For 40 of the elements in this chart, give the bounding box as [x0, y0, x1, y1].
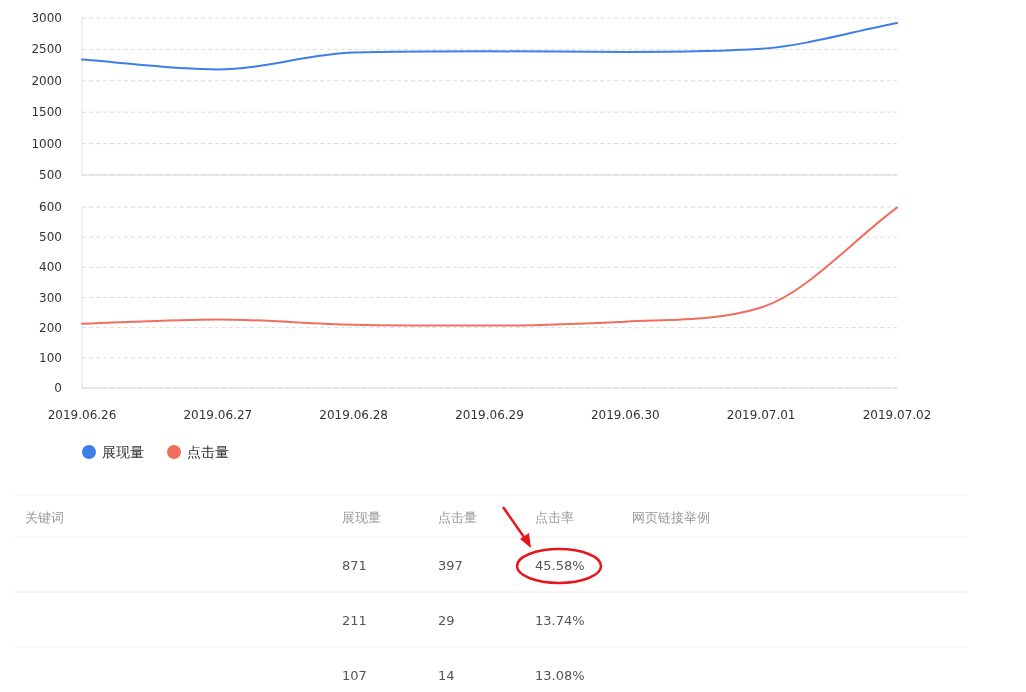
y-tick-label: 200	[39, 320, 62, 335]
line-series	[81, 206, 898, 327]
y-tick-label: 600	[39, 200, 62, 214]
category-label: 点击量	[438, 510, 477, 525]
legend: 展现量	[82, 444, 144, 460]
legend-label: 点击量	[187, 444, 229, 460]
legend: 点击量	[167, 444, 229, 460]
y-tick-label: 100	[39, 350, 62, 365]
text: 14	[438, 668, 455, 683]
text: 211	[342, 613, 367, 628]
text: 397	[438, 558, 463, 573]
line-series	[81, 22, 898, 71]
y-tick-label: 400	[39, 260, 62, 275]
text: 13.74%	[535, 613, 585, 628]
x-tick-label: 2019.06.28	[319, 408, 389, 422]
category-label: 点击率	[535, 510, 574, 525]
x-tick-label: 2019.06.29	[455, 408, 524, 422]
category-label: 网页链接举例	[632, 510, 710, 525]
y-tick-label: 0	[54, 381, 62, 395]
x-tick-label: 2019.07.02	[862, 408, 932, 422]
y-tick-label: 300	[39, 290, 62, 305]
y-tick-label: 1500	[31, 105, 62, 120]
x-tick-label: 2019.07.01	[726, 408, 796, 422]
x-tick-label: 2019.06.30	[590, 408, 660, 422]
y-tick-label: 500	[39, 230, 62, 245]
y-tick-label: 2500	[31, 42, 62, 57]
x-tick-label: 2019.06.26	[47, 408, 117, 422]
category-label: 展现量	[342, 510, 381, 525]
text: 871	[342, 558, 367, 573]
y-tick-label: 3000	[31, 11, 62, 25]
category-label: 关键词	[25, 510, 64, 525]
text: 107	[342, 668, 367, 683]
legend-label: 展现量	[102, 444, 144, 460]
x-tick-label: 2019.06.27	[183, 408, 253, 422]
text: 13.08%	[535, 668, 585, 683]
text: 45.58%	[535, 558, 585, 573]
y-tick-label: 2000	[31, 73, 62, 88]
text: 29	[438, 613, 455, 628]
y-tick-label: 500	[39, 168, 62, 182]
y-tick-label: 1000	[31, 136, 62, 151]
